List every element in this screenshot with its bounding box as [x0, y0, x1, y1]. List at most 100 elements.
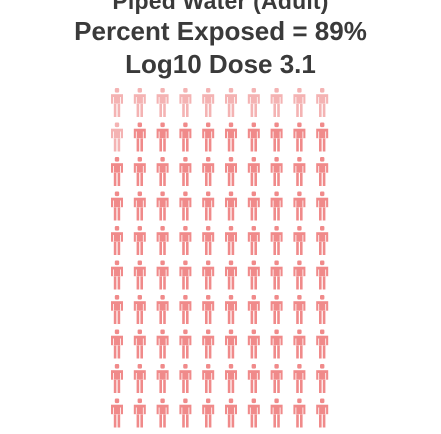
- person-icon-exposed: [225, 398, 237, 428]
- person-icon-exposed: [316, 122, 329, 152]
- person-icon-unexposed: [316, 88, 329, 117]
- person-icon-exposed: [156, 398, 169, 428]
- person-icon-exposed: [247, 191, 260, 221]
- person-icon-exposed: [133, 329, 146, 359]
- person-icon-exposed: [156, 191, 169, 221]
- person-icon-exposed: [111, 260, 123, 290]
- person-icon-exposed: [293, 329, 306, 359]
- person-icon-exposed: [179, 226, 192, 255]
- person-icon-exposed: [316, 398, 329, 428]
- person-icon-exposed: [133, 260, 146, 290]
- percent-exposed-label: Percent Exposed = 89%: [74, 16, 367, 46]
- person-icon-exposed: [111, 191, 123, 221]
- person-icon-exposed: [225, 122, 237, 152]
- person-icon-exposed: [270, 226, 283, 255]
- person-icon-exposed: [202, 364, 215, 393]
- dose-label: Log10 Dose 3.1: [125, 49, 316, 79]
- person-icon-exposed: [133, 398, 146, 428]
- person-icon-exposed: [293, 122, 306, 152]
- person-icon-exposed: [133, 122, 146, 152]
- person-icon-exposed: [293, 191, 306, 221]
- person-icon-exposed: [179, 157, 192, 186]
- person-icon-exposed: [293, 226, 306, 255]
- person-icon-exposed: [247, 329, 260, 359]
- person-icon-exposed: [156, 122, 169, 152]
- person-icon-exposed: [202, 157, 215, 186]
- person-icon-exposed: [202, 295, 215, 324]
- person-icon-exposed: [225, 191, 237, 221]
- person-icon-exposed: [225, 157, 237, 186]
- person-icon-exposed: [156, 260, 169, 290]
- person-icon-exposed: [270, 157, 283, 186]
- person-icon-exposed: [225, 295, 237, 324]
- person-icon-exposed: [225, 226, 237, 255]
- person-icon-exposed: [316, 191, 329, 221]
- person-icon-exposed: [293, 157, 306, 186]
- person-icon-exposed: [133, 295, 146, 324]
- person-icon-exposed: [316, 295, 329, 324]
- person-icon-exposed: [133, 157, 146, 186]
- person-icon-unexposed: [179, 88, 192, 117]
- person-icon-exposed: [316, 329, 329, 359]
- person-icon-exposed: [202, 226, 215, 255]
- person-icon-unexposed: [111, 88, 123, 117]
- person-icon-exposed: [270, 398, 283, 428]
- person-icon-exposed: [293, 398, 306, 428]
- person-icon-unexposed: [111, 122, 123, 152]
- person-icon-exposed: [225, 364, 237, 393]
- person-icon-unexposed: [247, 88, 260, 117]
- person-icon-exposed: [247, 295, 260, 324]
- person-icon-exposed: [270, 260, 283, 290]
- person-icon-exposed: [202, 191, 215, 221]
- person-icon-exposed: [270, 329, 283, 359]
- person-icon-exposed: [111, 329, 123, 359]
- person-icon-exposed: [156, 295, 169, 324]
- person-icon-unexposed: [133, 88, 146, 117]
- person-icon-exposed: [247, 157, 260, 186]
- person-icon-exposed: [156, 364, 169, 393]
- person-icon-unexposed: [293, 88, 306, 117]
- person-icon-exposed: [111, 398, 123, 428]
- person-icon-exposed: [179, 398, 192, 428]
- person-icon-exposed: [293, 295, 306, 324]
- person-icon-unexposed: [202, 88, 215, 117]
- person-icon-exposed: [225, 260, 237, 290]
- person-icon-exposed: [179, 260, 192, 290]
- person-icon-exposed: [316, 260, 329, 290]
- person-icon-unexposed: [156, 88, 169, 117]
- person-icon-exposed: [179, 364, 192, 393]
- person-icon-exposed: [202, 260, 215, 290]
- person-icon-exposed: [202, 398, 215, 428]
- person-icon-exposed: [202, 122, 215, 152]
- person-icon-exposed: [179, 122, 192, 152]
- person-icon-exposed: [133, 226, 146, 255]
- person-icon-exposed: [316, 157, 329, 186]
- person-icon-exposed: [247, 398, 260, 428]
- person-icon-exposed: [270, 295, 283, 324]
- person-icon-exposed: [133, 364, 146, 393]
- person-icon-exposed: [111, 295, 123, 324]
- person-icon-exposed: [247, 226, 260, 255]
- person-icon-exposed: [202, 329, 215, 359]
- person-icon-unexposed: [225, 88, 237, 117]
- person-icon-exposed: [156, 226, 169, 255]
- person-icon-exposed: [156, 157, 169, 186]
- person-icon-exposed: [225, 329, 237, 359]
- person-icon-exposed: [179, 295, 192, 324]
- person-icon-exposed: [133, 191, 146, 221]
- chart-title: Piped Water (Adult): [112, 0, 329, 14]
- person-icon-exposed: [270, 122, 283, 152]
- person-icon-exposed: [270, 364, 283, 393]
- person-icon-unexposed: [270, 88, 283, 117]
- person-icon-exposed: [247, 122, 260, 152]
- person-icon-exposed: [111, 226, 123, 255]
- person-icon-exposed: [270, 191, 283, 221]
- person-icon-exposed: [111, 157, 123, 186]
- person-icon-exposed: [111, 364, 123, 393]
- person-icon-exposed: [179, 191, 192, 221]
- person-icon-exposed: [247, 260, 260, 290]
- person-icon-exposed: [293, 364, 306, 393]
- person-icon-exposed: [316, 364, 329, 393]
- person-icon-exposed: [156, 329, 169, 359]
